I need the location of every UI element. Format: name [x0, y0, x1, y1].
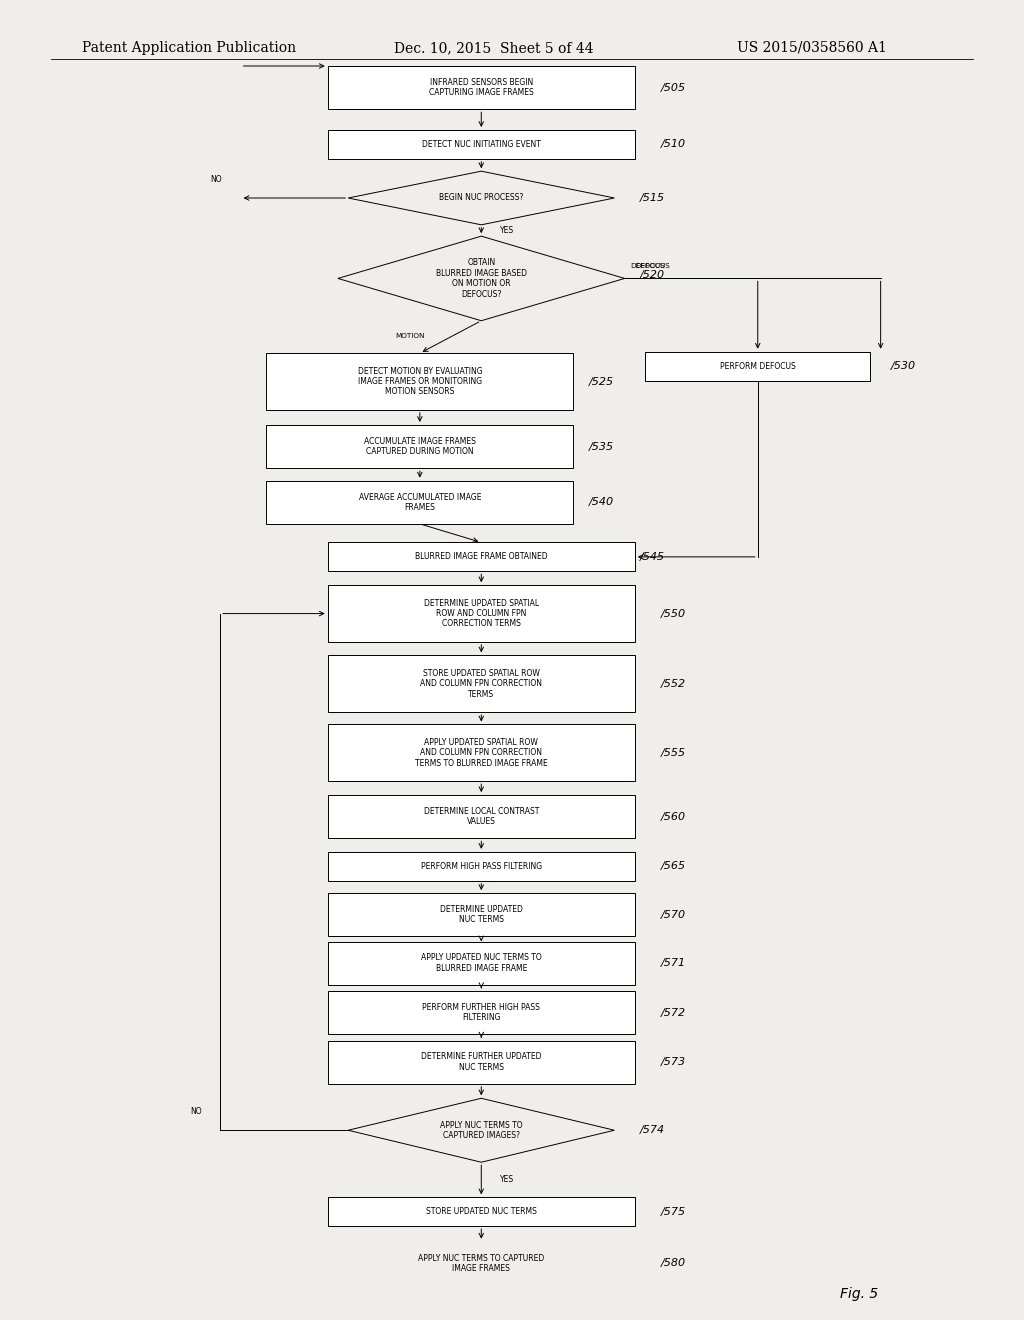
- FancyBboxPatch shape: [328, 725, 635, 781]
- Text: DETECT MOTION BY EVALUATING
IMAGE FRAMES OR MONITORING
MOTION SENSORS: DETECT MOTION BY EVALUATING IMAGE FRAMES…: [357, 367, 482, 396]
- Text: APPLY NUC TERMS TO CAPTURED
IMAGE FRAMES: APPLY NUC TERMS TO CAPTURED IMAGE FRAMES: [418, 1254, 545, 1272]
- Text: /580: /580: [660, 1258, 686, 1269]
- FancyBboxPatch shape: [328, 851, 635, 880]
- Text: /555: /555: [660, 748, 686, 758]
- Text: /571: /571: [660, 958, 686, 968]
- Text: Patent Application Publication: Patent Application Publication: [82, 41, 296, 55]
- Text: DETECT NUC INITIATING EVENT: DETECT NUC INITIATING EVENT: [422, 140, 541, 149]
- Text: /570: /570: [660, 909, 686, 920]
- Text: /520: /520: [640, 271, 666, 280]
- Text: /545: /545: [640, 552, 666, 562]
- Text: /525: /525: [589, 376, 614, 387]
- Text: /510: /510: [660, 140, 686, 149]
- Text: /550: /550: [660, 609, 686, 619]
- Text: NO: NO: [190, 1107, 202, 1117]
- Text: DETERMINE UPDATED SPATIAL
ROW AND COLUMN FPN
CORRECTION TERMS: DETERMINE UPDATED SPATIAL ROW AND COLUMN…: [424, 599, 539, 628]
- Text: OBTAIN
BLURRED IMAGE BASED
ON MOTION OR
DEFOCUS?: OBTAIN BLURRED IMAGE BASED ON MOTION OR …: [436, 259, 526, 298]
- Text: STORE UPDATED NUC TERMS: STORE UPDATED NUC TERMS: [426, 1208, 537, 1216]
- FancyBboxPatch shape: [328, 1197, 635, 1226]
- Text: DETERMINE FURTHER UPDATED
NUC TERMS: DETERMINE FURTHER UPDATED NUC TERMS: [421, 1052, 542, 1072]
- Text: /530: /530: [891, 362, 916, 371]
- Text: PERFORM HIGH PASS FILTERING: PERFORM HIGH PASS FILTERING: [421, 862, 542, 871]
- Text: APPLY UPDATED SPATIAL ROW
AND COLUMN FPN CORRECTION
TERMS TO BLURRED IMAGE FRAME: APPLY UPDATED SPATIAL ROW AND COLUMN FPN…: [415, 738, 548, 768]
- Text: ACCUMULATE IMAGE FRAMES
CAPTURED DURING MOTION: ACCUMULATE IMAGE FRAMES CAPTURED DURING …: [364, 437, 476, 457]
- FancyBboxPatch shape: [266, 354, 573, 411]
- Text: /574: /574: [640, 1125, 666, 1135]
- FancyBboxPatch shape: [328, 991, 635, 1035]
- Text: US 2015/0358560 A1: US 2015/0358560 A1: [737, 41, 887, 55]
- Text: MOTION: MOTION: [395, 333, 424, 339]
- FancyBboxPatch shape: [645, 351, 870, 380]
- Text: BLURRED IMAGE FRAME OBTAINED: BLURRED IMAGE FRAME OBTAINED: [415, 552, 548, 561]
- FancyBboxPatch shape: [266, 425, 573, 469]
- Text: YES: YES: [500, 226, 514, 235]
- Text: NO: NO: [211, 176, 222, 183]
- FancyBboxPatch shape: [328, 1040, 635, 1084]
- FancyBboxPatch shape: [328, 655, 635, 711]
- Text: DEFOCUS: DEFOCUS: [630, 263, 665, 269]
- Text: PERFORM DEFOCUS: PERFORM DEFOCUS: [720, 362, 796, 371]
- Text: APPLY UPDATED NUC TERMS TO
BLURRED IMAGE FRAME: APPLY UPDATED NUC TERMS TO BLURRED IMAGE…: [421, 953, 542, 973]
- Text: STORE UPDATED SPATIAL ROW
AND COLUMN FPN CORRECTION
TERMS: STORE UPDATED SPATIAL ROW AND COLUMN FPN…: [420, 669, 543, 698]
- FancyBboxPatch shape: [328, 795, 635, 838]
- Text: /540: /540: [589, 498, 614, 507]
- FancyBboxPatch shape: [266, 480, 573, 524]
- Text: YES: YES: [500, 1175, 514, 1184]
- FancyBboxPatch shape: [328, 585, 635, 642]
- FancyBboxPatch shape: [328, 543, 635, 572]
- Text: DETERMINE UPDATED
NUC TERMS: DETERMINE UPDATED NUC TERMS: [440, 906, 522, 924]
- Text: /573: /573: [660, 1057, 686, 1067]
- Text: /565: /565: [660, 861, 686, 871]
- Text: Dec. 10, 2015  Sheet 5 of 44: Dec. 10, 2015 Sheet 5 of 44: [394, 41, 594, 55]
- Text: /505: /505: [660, 83, 686, 92]
- FancyBboxPatch shape: [328, 66, 635, 110]
- Text: /572: /572: [660, 1007, 686, 1018]
- Text: APPLY NUC TERMS TO
CAPTURED IMAGES?: APPLY NUC TERMS TO CAPTURED IMAGES?: [440, 1121, 522, 1140]
- FancyBboxPatch shape: [328, 894, 635, 936]
- Text: /560: /560: [660, 812, 686, 822]
- Text: AVERAGE ACCUMULATED IMAGE
FRAMES: AVERAGE ACCUMULATED IMAGE FRAMES: [358, 492, 481, 512]
- Text: DEFOCUS: DEFOCUS: [635, 263, 670, 269]
- Text: DETERMINE LOCAL CONTRAST
VALUES: DETERMINE LOCAL CONTRAST VALUES: [424, 807, 539, 826]
- Text: PERFORM FURTHER HIGH PASS
FILTERING: PERFORM FURTHER HIGH PASS FILTERING: [422, 1003, 541, 1023]
- Text: Fig. 5: Fig. 5: [840, 1287, 878, 1302]
- FancyBboxPatch shape: [328, 941, 635, 985]
- Text: /515: /515: [640, 193, 666, 203]
- FancyBboxPatch shape: [328, 129, 635, 158]
- Text: /535: /535: [589, 441, 614, 451]
- Text: /575: /575: [660, 1206, 686, 1217]
- Text: BEGIN NUC PROCESS?: BEGIN NUC PROCESS?: [439, 194, 523, 202]
- Text: /552: /552: [660, 678, 686, 689]
- Text: INFRARED SENSORS BEGIN
CAPTURING IMAGE FRAMES: INFRARED SENSORS BEGIN CAPTURING IMAGE F…: [429, 78, 534, 98]
